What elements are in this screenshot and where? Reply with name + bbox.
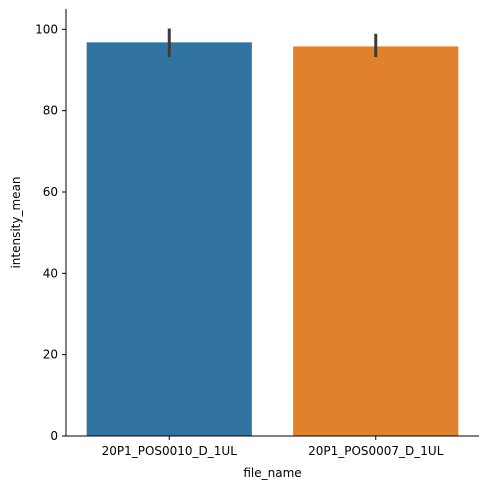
y-tick-label: 60 (43, 185, 58, 199)
bar-2 (293, 46, 459, 437)
bar-1 (86, 42, 252, 436)
y-tick-label: 40 (43, 266, 58, 280)
y-tick-label: 80 (43, 104, 58, 118)
y-tick-label: 20 (43, 348, 58, 362)
x-tick-label: 20P1_POS0007_D_1UL (308, 444, 444, 458)
axes-layer (65, 9, 479, 437)
bars-layer (86, 42, 459, 437)
error-bars-layer (167, 28, 378, 57)
y-tick-label: 0 (50, 429, 58, 443)
x-axis-label: file_name (243, 466, 301, 480)
y-ticks: 0 20 40 60 80 100 (35, 22, 66, 443)
y-tick-label: 100 (35, 22, 58, 36)
x-tick-label: 20P1_POS0010_D_1UL (102, 444, 238, 458)
y-axis-label: intensity_mean (9, 176, 23, 268)
x-ticks: 20P1_POS0010_D_1UL 20P1_POS0007_D_1UL (102, 436, 444, 458)
